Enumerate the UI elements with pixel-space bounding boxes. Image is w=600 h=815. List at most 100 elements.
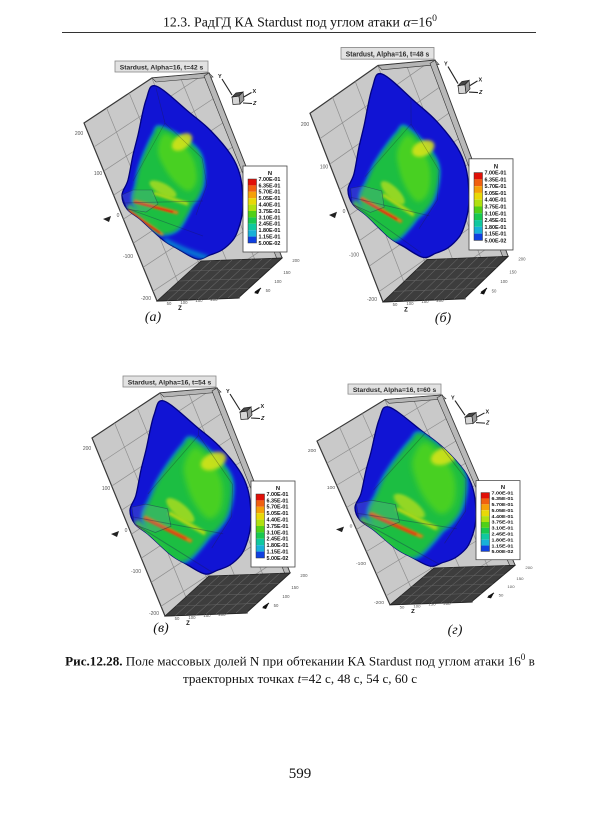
svg-text:3.75E-01: 3.75E-01 bbox=[267, 524, 289, 530]
svg-text:5.70E-01: 5.70E-01 bbox=[259, 190, 281, 196]
svg-text:200: 200 bbox=[525, 565, 533, 570]
svg-text:100: 100 bbox=[320, 164, 328, 170]
svg-text:-200: -200 bbox=[149, 611, 159, 617]
svg-text:1.80E-01: 1.80E-01 bbox=[485, 225, 507, 231]
svg-text:6.35E-01: 6.35E-01 bbox=[485, 177, 507, 183]
svg-text:150: 150 bbox=[421, 299, 429, 304]
svg-text:0: 0 bbox=[238, 295, 241, 300]
svg-text:3.10E-01: 3.10E-01 bbox=[267, 530, 289, 536]
svg-text:Y: Y bbox=[226, 389, 230, 395]
svg-text:-200: -200 bbox=[141, 296, 151, 302]
svg-text:0: 0 bbox=[343, 209, 346, 215]
svg-text:N: N bbox=[276, 486, 280, 492]
svg-text:50: 50 bbox=[393, 302, 398, 307]
svg-text:150: 150 bbox=[509, 269, 517, 274]
svg-text:200: 200 bbox=[210, 297, 218, 302]
svg-text:3.10E-01: 3.10E-01 bbox=[485, 211, 507, 217]
svg-text:200: 200 bbox=[300, 573, 308, 578]
svg-text:X: X bbox=[486, 410, 490, 416]
svg-text:2.45E-01: 2.45E-01 bbox=[485, 218, 507, 224]
svg-text:Z: Z bbox=[186, 621, 190, 627]
svg-text:0: 0 bbox=[117, 213, 120, 219]
svg-text:-200: -200 bbox=[367, 297, 377, 303]
svg-text:Z: Z bbox=[260, 416, 265, 422]
svg-text:1.15E-01: 1.15E-01 bbox=[485, 232, 507, 238]
svg-text:200: 200 bbox=[518, 256, 526, 261]
svg-text:150: 150 bbox=[291, 585, 299, 590]
svg-text:150: 150 bbox=[428, 602, 436, 607]
svg-text:5.05E-01: 5.05E-01 bbox=[492, 508, 514, 514]
svg-text:7.00E-01: 7.00E-01 bbox=[492, 490, 514, 496]
svg-text:7.00E-01: 7.00E-01 bbox=[259, 177, 281, 183]
svg-text:100: 100 bbox=[507, 584, 515, 589]
svg-text:2.45E-01: 2.45E-01 bbox=[492, 532, 514, 538]
svg-text:150: 150 bbox=[516, 576, 524, 581]
svg-text:X: X bbox=[253, 89, 257, 95]
svg-text:3.75E-01: 3.75E-01 bbox=[492, 520, 514, 526]
svg-text:N: N bbox=[501, 485, 505, 491]
svg-text:Stardust, Alpha=16, t=60 s: Stardust, Alpha=16, t=60 s bbox=[353, 387, 437, 394]
svg-text:200: 200 bbox=[83, 446, 92, 452]
svg-text:6.35E-01: 6.35E-01 bbox=[267, 498, 289, 504]
svg-text:100: 100 bbox=[500, 279, 508, 284]
svg-text:Z: Z bbox=[404, 306, 408, 313]
svg-text:150: 150 bbox=[195, 298, 203, 303]
svg-text:Y: Y bbox=[218, 74, 222, 80]
svg-text:Y: Y bbox=[451, 396, 455, 402]
svg-text:50: 50 bbox=[274, 603, 279, 608]
svg-text:4.40E-01: 4.40E-01 bbox=[267, 518, 289, 524]
svg-text:3.10E-01: 3.10E-01 bbox=[492, 526, 514, 532]
svg-text:200: 200 bbox=[75, 131, 84, 137]
svg-text:1.15E-01: 1.15E-01 bbox=[259, 235, 281, 241]
svg-text:Stardust, Alpha=16, t=42 s: Stardust, Alpha=16, t=42 s bbox=[120, 65, 204, 72]
svg-text:100: 100 bbox=[102, 486, 111, 492]
svg-text:2.45E-01: 2.45E-01 bbox=[267, 537, 289, 543]
svg-text:-100: -100 bbox=[349, 252, 359, 258]
svg-text:7.00E-01: 7.00E-01 bbox=[485, 170, 507, 176]
svg-text:200: 200 bbox=[292, 258, 300, 263]
svg-text:100: 100 bbox=[180, 300, 188, 305]
svg-text:1.80E-01: 1.80E-01 bbox=[267, 543, 289, 549]
svg-text:Stardust, Alpha=16, t=48 s: Stardust, Alpha=16, t=48 s bbox=[346, 51, 430, 58]
svg-text:100: 100 bbox=[327, 485, 336, 491]
svg-text:3.10E-01: 3.10E-01 bbox=[259, 215, 281, 221]
svg-text:100: 100 bbox=[406, 301, 414, 306]
svg-text:200: 200 bbox=[436, 298, 444, 303]
svg-text:5.70E-01: 5.70E-01 bbox=[492, 502, 514, 508]
svg-text:200: 200 bbox=[308, 448, 317, 454]
svg-text:50: 50 bbox=[499, 593, 505, 598]
svg-text:2.45E-01: 2.45E-01 bbox=[259, 222, 281, 228]
svg-text:50: 50 bbox=[266, 288, 271, 293]
svg-text:N: N bbox=[268, 171, 272, 177]
svg-text:200: 200 bbox=[218, 612, 226, 617]
svg-text:1.80E-01: 1.80E-01 bbox=[492, 538, 514, 544]
svg-text:Stardust, Alpha=16, t=54 s: Stardust, Alpha=16, t=54 s bbox=[128, 380, 212, 387]
svg-text:200: 200 bbox=[301, 122, 309, 128]
svg-text:Z: Z bbox=[411, 609, 415, 615]
svg-text:0: 0 bbox=[125, 528, 128, 534]
svg-text:-100: -100 bbox=[356, 561, 366, 567]
svg-text:X: X bbox=[479, 77, 483, 83]
svg-text:5.05E-01: 5.05E-01 bbox=[259, 196, 281, 202]
svg-text:5.00E-02: 5.00E-02 bbox=[267, 556, 289, 562]
svg-text:-200: -200 bbox=[374, 600, 384, 606]
svg-text:Y: Y bbox=[444, 61, 448, 67]
svg-text:N: N bbox=[494, 164, 498, 170]
svg-text:5.70E-01: 5.70E-01 bbox=[485, 184, 507, 190]
svg-text:Z: Z bbox=[478, 90, 483, 96]
svg-text:1.15E-01: 1.15E-01 bbox=[492, 543, 514, 549]
svg-text:-100: -100 bbox=[131, 569, 141, 575]
svg-text:200: 200 bbox=[443, 601, 451, 606]
svg-text:3.75E-01: 3.75E-01 bbox=[259, 209, 281, 215]
svg-text:100: 100 bbox=[188, 615, 196, 620]
svg-text:50: 50 bbox=[175, 616, 180, 621]
svg-text:50: 50 bbox=[492, 288, 497, 293]
svg-text:5.00E-02: 5.00E-02 bbox=[485, 238, 507, 244]
svg-text:Z: Z bbox=[485, 421, 490, 427]
svg-text:150: 150 bbox=[203, 613, 211, 618]
svg-text:3.75E-01: 3.75E-01 bbox=[485, 204, 507, 210]
svg-text:0: 0 bbox=[471, 599, 474, 604]
svg-text:150: 150 bbox=[283, 270, 291, 275]
svg-text:X: X bbox=[261, 404, 265, 410]
svg-text:0: 0 bbox=[246, 610, 249, 615]
